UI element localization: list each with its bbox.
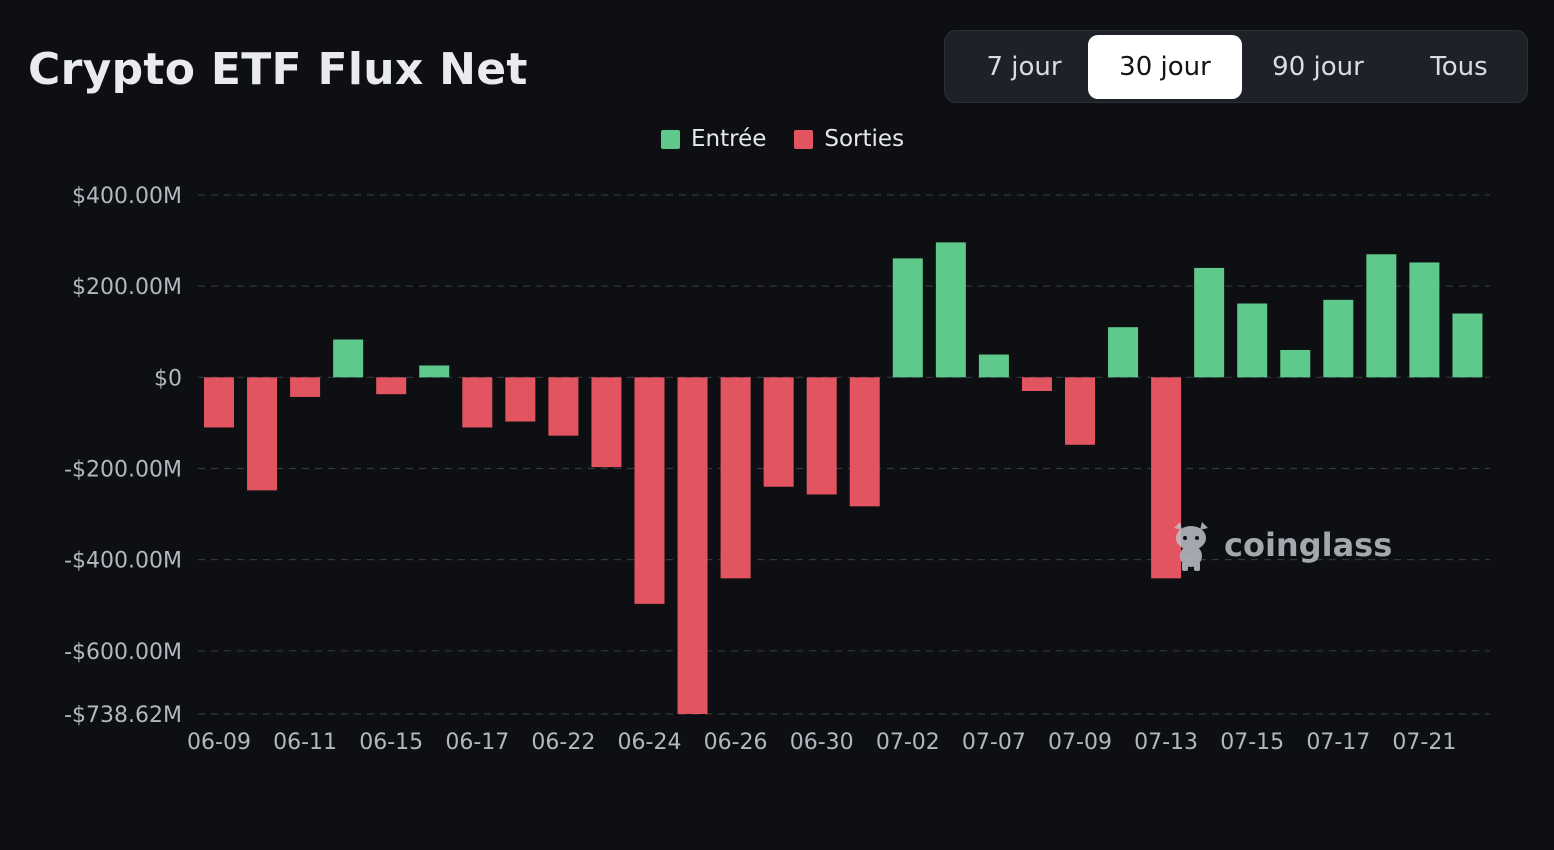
bar-outflow[interactable] (634, 377, 665, 604)
bar-outflow[interactable] (849, 377, 880, 507)
bar-inflow[interactable] (978, 354, 1009, 378)
bar-outflow[interactable] (462, 377, 493, 428)
x-tick-label: 06-15 (359, 730, 423, 755)
bar-inflow[interactable] (1237, 303, 1268, 378)
x-tick-label: 07-13 (1134, 730, 1198, 755)
bar-outflow[interactable] (677, 377, 708, 714)
x-tick-label: 07-09 (1048, 730, 1112, 755)
x-tick-label: 06-11 (273, 730, 337, 755)
bar-outflow[interactable] (505, 377, 536, 422)
x-tick-label: 06-30 (790, 730, 854, 755)
bar-inflow[interactable] (419, 365, 450, 378)
bar-outflow[interactable] (204, 377, 234, 428)
y-tick-label: $200.00M (72, 275, 182, 300)
y-tick-label: $400.00M (72, 184, 182, 209)
x-tick-label: 07-21 (1392, 730, 1456, 755)
x-tick-label: 06-22 (531, 730, 595, 755)
legend-item-entree[interactable]: Entrée (661, 126, 766, 152)
coinglass-watermark: coinglass (1168, 518, 1392, 572)
legend-label-entree: Entrée (691, 126, 767, 152)
bar-outflow[interactable] (806, 377, 837, 495)
y-tick-label: -$600.00M (64, 640, 182, 665)
x-tick-label: 06-26 (704, 730, 768, 755)
y-tick-label: -$400.00M (64, 549, 182, 574)
bar-inflow[interactable] (333, 339, 364, 378)
bar-inflow[interactable] (1280, 349, 1311, 378)
bar-outflow[interactable] (1151, 377, 1182, 579)
bar-outflow[interactable] (1021, 377, 1052, 392)
time-range-selector: 7 jour 30 jour 90 jour Tous (944, 30, 1528, 103)
legend-swatch-sorties (794, 129, 814, 149)
bar-outflow[interactable] (1065, 377, 1095, 445)
bar-outflow[interactable] (548, 377, 579, 436)
bar-inflow[interactable] (1366, 254, 1397, 378)
bar-outflow[interactable] (591, 377, 622, 468)
tab-7-jour[interactable]: 7 jour (986, 52, 1062, 82)
y-tick-label: -$200.00M (64, 457, 182, 482)
bar-inflow[interactable] (1452, 313, 1483, 378)
bar-inflow[interactable] (1108, 327, 1139, 378)
x-tick-label: 07-02 (876, 730, 940, 755)
bar-outflow[interactable] (763, 377, 794, 487)
watermark-text: coinglass (1224, 526, 1393, 564)
tab-30-jour[interactable]: 30 jour (1088, 35, 1242, 99)
bar-outflow[interactable] (376, 377, 407, 395)
bar-outflow[interactable] (290, 377, 321, 397)
tab-90-jour[interactable]: 90 jour (1272, 52, 1364, 82)
x-tick-label: 07-17 (1306, 730, 1370, 755)
bar-inflow[interactable] (935, 242, 966, 378)
bar-outflow[interactable] (247, 377, 278, 491)
x-tick-label: 07-07 (962, 730, 1026, 755)
bar-inflow[interactable] (1194, 267, 1225, 378)
bull-mascot-icon (1174, 522, 1208, 571)
legend-swatch-entree (661, 129, 680, 149)
y-tick-label: $0 (154, 366, 182, 391)
chart-legend: Entrée Sorties (661, 124, 932, 154)
x-tick-label: 06-24 (618, 730, 682, 755)
y-tick-label: -$738.62M (64, 703, 182, 728)
legend-label-sorties: Sorties (824, 126, 905, 152)
bar-inflow[interactable] (1409, 262, 1440, 378)
tab-tous[interactable]: Tous (1430, 52, 1488, 82)
legend-item-sorties[interactable]: Sorties (794, 126, 904, 152)
x-tick-label: 06-09 (187, 730, 251, 755)
bar-inflow[interactable] (892, 258, 923, 378)
bar-inflow[interactable] (1323, 299, 1354, 378)
x-tick-label: 07-15 (1220, 730, 1284, 755)
x-tick-label: 06-17 (445, 730, 509, 755)
page-title: Crypto ETF Flux Net (28, 44, 528, 95)
bar-outflow[interactable] (720, 377, 751, 579)
